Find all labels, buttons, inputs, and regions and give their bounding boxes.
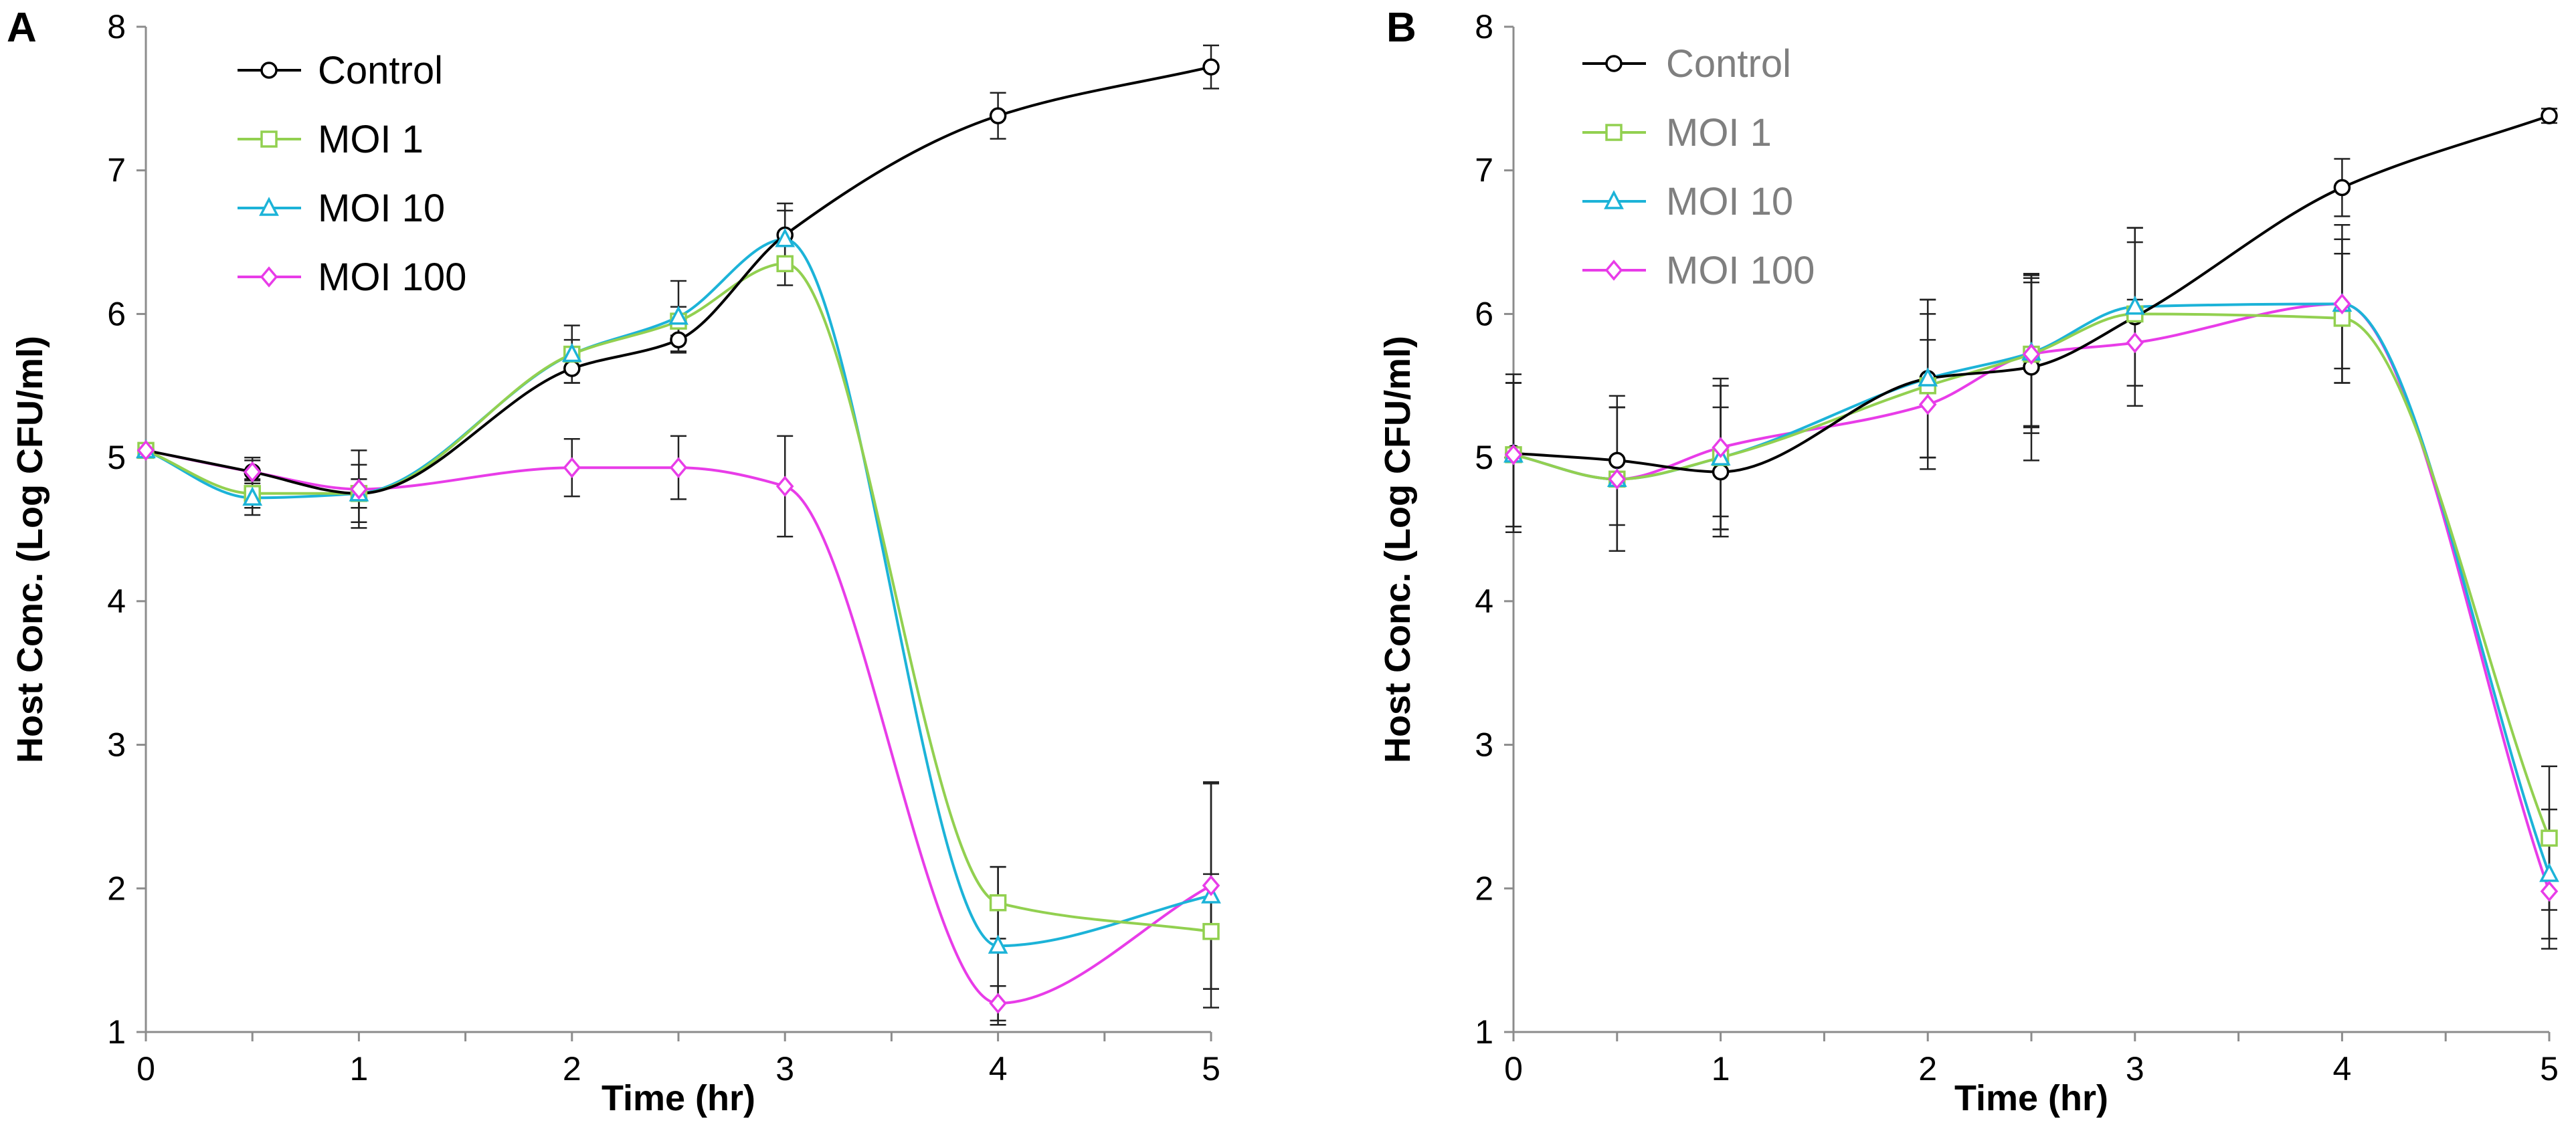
x-axis-title: Time (hr) xyxy=(1954,1078,2108,1118)
data-point-control xyxy=(1608,451,1626,470)
data-point-moi-10 xyxy=(1918,367,1938,387)
x-tick-label-4: 4 xyxy=(2332,1050,2351,1088)
data-point-moi-10 xyxy=(242,486,263,506)
legend-label-moi-10: MOI 10 xyxy=(1666,180,1793,223)
y-axis-title: Host Conc. (Log CFU/ml) xyxy=(1378,336,1418,763)
data-point-moi-100 xyxy=(669,457,688,478)
x-tick-label-2: 2 xyxy=(563,1050,581,1088)
data-point-moi-1 xyxy=(1202,922,1220,940)
y-tick-label-4: 4 xyxy=(1475,583,1493,620)
data-point-moi-100 xyxy=(1712,437,1730,458)
legend-marker-moi-1 xyxy=(260,130,278,148)
data-point-moi-10 xyxy=(561,342,582,363)
data-point-moi-100 xyxy=(563,457,581,478)
data-point-moi-100 xyxy=(775,476,794,497)
data-point-moi-100 xyxy=(989,993,1007,1014)
data-point-control xyxy=(1202,58,1220,76)
x-axis-title: Time (hr) xyxy=(602,1078,755,1118)
y-tick-label-3: 3 xyxy=(107,726,126,764)
series-line-moi-10 xyxy=(145,237,1212,948)
data-point-moi-10 xyxy=(2539,863,2559,882)
y-tick-label-7: 7 xyxy=(107,152,126,189)
x-tick-label-0: 0 xyxy=(1504,1050,1523,1088)
data-point-moi-100 xyxy=(1202,875,1220,896)
y-tick-label-2: 2 xyxy=(107,869,126,907)
data-point-moi-100 xyxy=(1504,444,1523,466)
error-bars xyxy=(1505,108,2557,950)
legend-marker-moi-10 xyxy=(1604,190,1624,209)
panel-label: B xyxy=(1386,5,1416,51)
legend-marker-control xyxy=(260,62,278,79)
x-tick-label-1: 1 xyxy=(1712,1050,1730,1088)
data-point-moi-100 xyxy=(2333,293,2351,315)
panel-label: A xyxy=(7,5,37,51)
series-line-moi-1 xyxy=(145,262,1212,933)
legend: Control MOI 1 MOI 10 MOI 100 xyxy=(1582,42,1815,292)
legend-label-moi-100: MOI 100 xyxy=(1666,249,1815,292)
legend-marker-moi-100 xyxy=(260,266,278,288)
data-point-moi-100 xyxy=(1918,393,1937,415)
y-tick-label-4: 4 xyxy=(107,583,126,620)
data-point-moi-100 xyxy=(2540,880,2559,902)
legend-label-moi-1: MOI 1 xyxy=(1666,111,1772,154)
series-markers-moi-1 xyxy=(137,255,1220,940)
legend-label-control: Control xyxy=(1666,42,1791,86)
series-markers-moi-100 xyxy=(1504,293,2559,902)
data-point-moi-100 xyxy=(2022,343,2041,365)
data-point-moi-1 xyxy=(776,255,794,273)
legend-label-moi-1: MOI 1 xyxy=(318,118,424,161)
data-point-moi-100 xyxy=(1608,468,1627,490)
y-tick-label-1: 1 xyxy=(1475,1013,1493,1051)
x-tick-label-2: 2 xyxy=(1918,1050,1937,1088)
data-point-control xyxy=(1712,463,1730,481)
data-point-moi-10 xyxy=(668,305,688,325)
series-markers-moi-100 xyxy=(136,439,1220,1014)
y-tick-label-8: 8 xyxy=(107,8,126,45)
data-point-control xyxy=(2333,179,2351,197)
series-line-moi-100 xyxy=(145,449,1212,1005)
legend-label-moi-100: MOI 100 xyxy=(318,255,466,299)
legend-marker-moi-10 xyxy=(259,197,279,216)
y-tick-label-1: 1 xyxy=(107,1013,126,1051)
x-tick-label-5: 5 xyxy=(1202,1050,1220,1088)
legend: Control MOI 1 MOI 10 MOI 100 xyxy=(238,49,466,299)
data-point-control xyxy=(989,107,1007,124)
x-tick-label-1: 1 xyxy=(349,1050,368,1088)
x-tick-label-5: 5 xyxy=(2540,1050,2559,1088)
y-tick-label-8: 8 xyxy=(1475,8,1493,45)
data-point-moi-1 xyxy=(2541,829,2558,847)
data-point-control xyxy=(670,331,687,348)
data-point-control xyxy=(2541,107,2558,124)
x-tick-label-0: 0 xyxy=(136,1050,155,1088)
y-tick-label-5: 5 xyxy=(107,439,126,476)
y-tick-label-2: 2 xyxy=(1475,869,1493,907)
legend-marker-moi-100 xyxy=(1604,260,1623,281)
x-tick-label-3: 3 xyxy=(2126,1050,2144,1088)
data-point-moi-10 xyxy=(2124,295,2145,315)
legend-marker-moi-1 xyxy=(1605,124,1623,141)
data-point-moi-10 xyxy=(988,934,1008,954)
legend-marker-control xyxy=(1605,55,1623,72)
data-point-moi-100 xyxy=(136,439,155,461)
data-point-moi-1 xyxy=(989,894,1007,912)
data-point-moi-10 xyxy=(775,227,796,247)
x-tick-label-4: 4 xyxy=(989,1050,1008,1088)
data-point-control xyxy=(563,360,581,377)
y-tick-label-7: 7 xyxy=(1475,152,1493,189)
y-tick-label-6: 6 xyxy=(1475,295,1493,332)
legend-label-moi-10: MOI 10 xyxy=(318,187,445,230)
x-tick-label-3: 3 xyxy=(775,1050,794,1088)
y-tick-label-6: 6 xyxy=(107,295,126,332)
data-point-moi-100 xyxy=(2126,332,2144,354)
data-point-moi-100 xyxy=(243,461,262,483)
y-tick-label-5: 5 xyxy=(1475,439,1493,476)
y-tick-label-3: 3 xyxy=(1475,726,1493,764)
error-bars xyxy=(138,44,1219,1026)
legend-label-control: Control xyxy=(318,49,443,92)
y-axis-title: Host Conc. (Log CFU/ml) xyxy=(10,336,50,763)
data-point-moi-100 xyxy=(350,478,368,500)
